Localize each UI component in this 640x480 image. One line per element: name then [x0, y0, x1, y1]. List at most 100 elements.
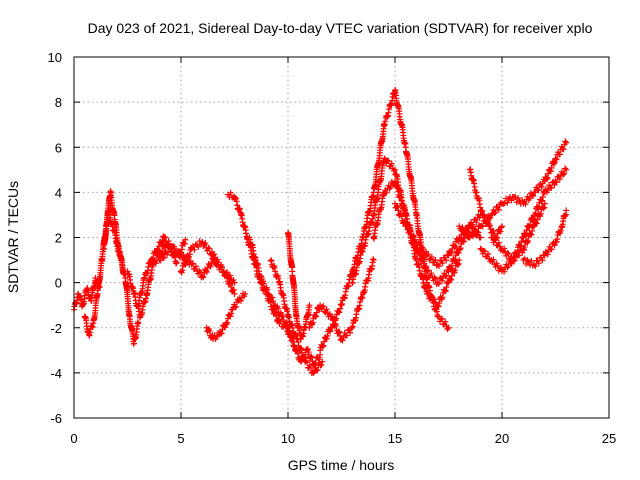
axis-ticks: 0 5 10 15 20 25 -6 -4 -2 0 2 4 6 8 10	[48, 50, 617, 446]
y-tick-label: 8	[55, 95, 62, 110]
series-arc-14	[317, 87, 452, 354]
data-point	[338, 325, 355, 344]
x-tick-label: 25	[602, 431, 616, 446]
data-point	[235, 290, 248, 304]
data-point	[278, 313, 291, 330]
data-point	[370, 191, 387, 242]
y-tick-label: -4	[50, 366, 62, 381]
data-point	[531, 203, 548, 230]
data-point	[310, 360, 325, 376]
data-point	[105, 207, 116, 228]
data-point	[246, 234, 259, 261]
series-arc-03	[100, 207, 142, 347]
data-point	[477, 245, 494, 265]
series-arc-13	[306, 256, 377, 344]
data-point	[160, 234, 173, 251]
data-point	[231, 279, 238, 286]
data-point	[488, 256, 504, 274]
data-point	[392, 87, 409, 147]
x-tick-label: 20	[495, 431, 509, 446]
y-tick-label: -6	[50, 411, 62, 426]
data-point	[289, 268, 300, 320]
data-point	[118, 256, 129, 278]
data-point	[434, 251, 451, 270]
y-tick-label: 10	[48, 50, 62, 65]
data-point	[520, 222, 537, 254]
data-point	[488, 199, 504, 218]
data-point	[466, 166, 479, 196]
data-point	[477, 234, 484, 241]
series-arc-22	[520, 207, 570, 270]
data-point	[445, 235, 462, 259]
data-point	[424, 267, 440, 288]
data-point	[402, 221, 419, 247]
data-marks	[71, 87, 570, 376]
data-point	[126, 313, 137, 347]
data-point	[94, 256, 105, 297]
data-point	[272, 302, 284, 319]
x-tick-label: 5	[177, 431, 184, 446]
data-point	[541, 200, 548, 207]
data-point	[473, 189, 486, 215]
data-point	[370, 257, 377, 264]
data-point	[486, 222, 498, 242]
data-point	[381, 155, 397, 174]
data-point	[531, 251, 547, 270]
data-point	[242, 290, 249, 297]
data-point	[445, 324, 452, 331]
x-tick-label: 10	[281, 431, 295, 446]
data-point	[413, 239, 430, 258]
data-point	[541, 239, 558, 259]
data-point	[445, 248, 462, 275]
data-point	[359, 212, 377, 252]
data-point	[285, 312, 300, 339]
data-point	[90, 292, 101, 327]
data-point	[285, 229, 296, 271]
series-arc-08	[203, 290, 249, 343]
y-tick-label: -2	[50, 321, 62, 336]
data-point	[231, 290, 238, 297]
data-point	[424, 290, 440, 310]
data-point	[520, 190, 537, 208]
data-point	[113, 239, 124, 262]
data-point	[267, 257, 282, 285]
y-tick-label: 6	[55, 140, 62, 155]
y-tick-label: 4	[55, 185, 62, 200]
data-point	[558, 211, 569, 231]
x-tick-label: 0	[70, 431, 77, 446]
data-point	[304, 345, 317, 368]
data-point	[338, 271, 355, 309]
series-arc-11	[267, 257, 326, 376]
data-point	[173, 259, 180, 266]
data-point	[520, 215, 537, 241]
data-point	[220, 268, 237, 286]
chart-title: Day 023 of 2021, Sidereal Day-to-day VTE…	[88, 20, 593, 36]
series-arc-12	[285, 229, 313, 343]
data-point	[154, 233, 167, 254]
data-point	[563, 207, 570, 214]
x-axis-label: GPS time / hours	[288, 457, 395, 473]
data-point	[541, 158, 558, 185]
data-point	[188, 238, 205, 253]
data-point	[231, 193, 244, 216]
data-point	[107, 188, 118, 219]
data-point	[488, 234, 504, 254]
y-axis-label: SDTVAR / TECUs	[5, 181, 21, 293]
series-arc-19	[466, 166, 505, 242]
data-point	[310, 354, 323, 368]
data-point	[509, 193, 526, 207]
data-point	[135, 320, 142, 327]
data-point	[188, 260, 205, 281]
data-point	[370, 120, 388, 196]
data-point	[270, 306, 282, 325]
series-arc-02	[81, 188, 127, 339]
data-point	[456, 257, 463, 264]
series-arc-07	[178, 238, 238, 286]
data-point	[392, 200, 409, 227]
data-point	[222, 306, 235, 328]
data-point	[349, 294, 366, 331]
data-point	[319, 358, 326, 365]
data-point	[167, 245, 183, 261]
data-point	[563, 139, 570, 146]
